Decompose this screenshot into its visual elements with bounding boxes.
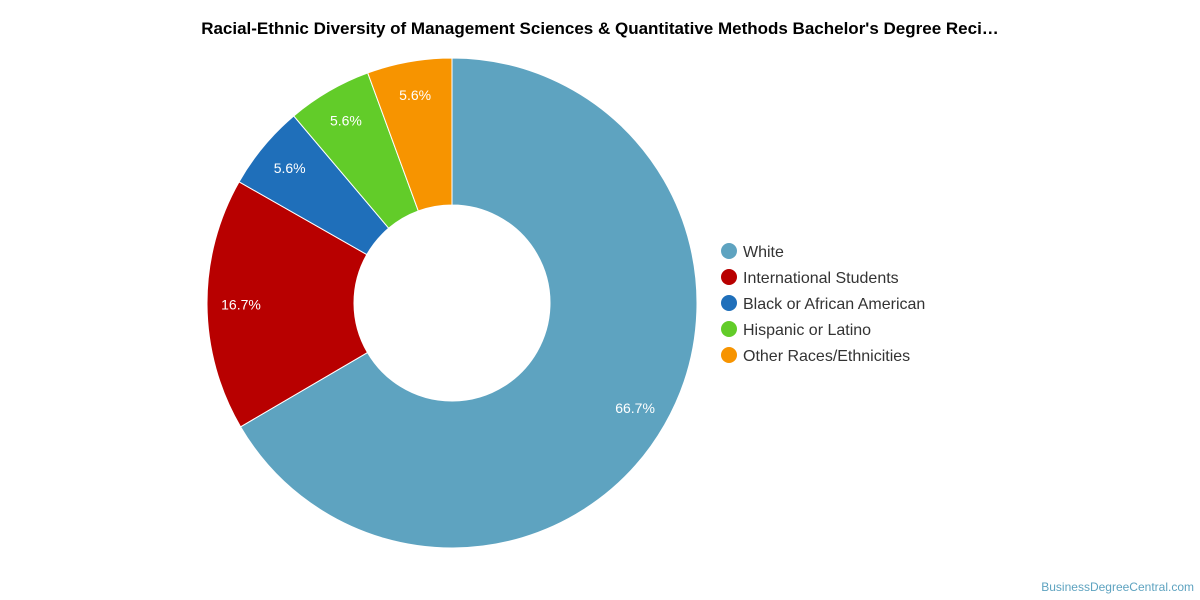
legend-label: White bbox=[743, 244, 784, 261]
legend-marker bbox=[721, 295, 737, 311]
legend: White International Students Black or Afri… bbox=[721, 243, 925, 365]
slice-label-other-races-ethnicities: 5.6% bbox=[399, 87, 431, 103]
slice-label-international-students: 16.7% bbox=[221, 296, 261, 312]
slice-label-white: 66.7% bbox=[615, 400, 655, 416]
slice-other-races-ethnicities[interactable] bbox=[367, 57, 453, 212]
legend-label: Black or African American bbox=[743, 296, 925, 313]
slice-label-black-or-african-american: 5.6% bbox=[274, 160, 306, 176]
legend-marker bbox=[721, 269, 737, 285]
slice-international-students[interactable] bbox=[206, 181, 369, 428]
legend-item-white[interactable]: White bbox=[721, 243, 784, 261]
chart-title: Racial-Ethnic Diversity of Management Sc… bbox=[201, 19, 999, 38]
credit-link[interactable]: BusinessDegreeCentral.com bbox=[1041, 580, 1194, 594]
legend-label: Other Races/Ethnicities bbox=[743, 348, 910, 365]
legend-marker bbox=[721, 321, 737, 337]
legend-marker bbox=[721, 243, 737, 259]
slice-labels: 66.7% 16.7% 5.6% 5.6% 5.6% bbox=[221, 87, 655, 416]
slice-label-hispanic-or-latino: 5.6% bbox=[330, 113, 362, 129]
legend-item-international-students[interactable]: International Students bbox=[721, 269, 899, 287]
legend-marker bbox=[721, 347, 737, 363]
legend-item-other-races-ethnicities[interactable]: Other Races/Ethnicities bbox=[721, 347, 910, 365]
legend-label: Hispanic or Latino bbox=[743, 322, 871, 339]
legend-label: International Students bbox=[743, 270, 899, 287]
legend-item-hispanic-or-latino[interactable]: Hispanic or Latino bbox=[721, 321, 871, 339]
donut-slices bbox=[206, 57, 698, 549]
legend-item-black-or-african-american[interactable]: Black or African American bbox=[721, 295, 925, 313]
slice-white[interactable] bbox=[239, 57, 698, 549]
